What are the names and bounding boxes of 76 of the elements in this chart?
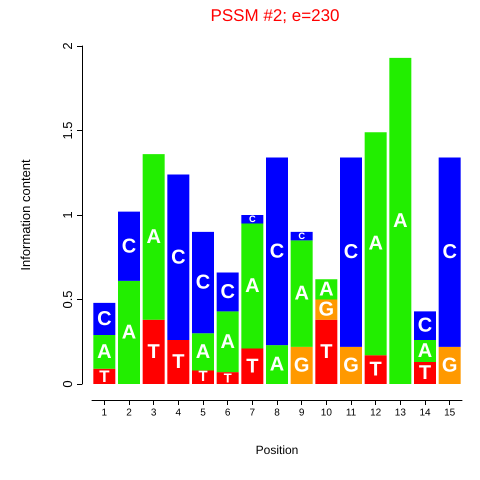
text: G xyxy=(294,354,310,376)
text: T xyxy=(246,355,258,378)
text: A xyxy=(122,321,136,344)
text: A xyxy=(294,282,309,305)
x-tick-label: 1 xyxy=(102,408,108,418)
text: A xyxy=(319,278,334,300)
text: T xyxy=(320,340,332,363)
text: T xyxy=(370,358,382,381)
y-tick-label: 2 xyxy=(60,42,75,50)
series-label: A xyxy=(418,340,432,362)
text: G xyxy=(442,354,458,376)
text: G xyxy=(343,354,359,376)
bar xyxy=(118,212,140,281)
x-tick-label: 2 xyxy=(126,408,132,418)
text: A xyxy=(146,226,161,248)
bar xyxy=(266,158,288,346)
text: T xyxy=(148,340,160,363)
bar xyxy=(167,340,190,384)
bar xyxy=(192,232,214,334)
text: A xyxy=(393,210,408,232)
bar xyxy=(389,58,412,384)
series-label: T xyxy=(418,362,432,384)
text: C xyxy=(122,235,136,258)
x-tick-label: 14 xyxy=(419,408,431,418)
text: T xyxy=(99,366,110,386)
text: C xyxy=(344,241,358,264)
x-axis-title: Position xyxy=(256,443,298,457)
x-tick-label: 3 xyxy=(150,408,157,418)
bar xyxy=(216,311,239,372)
bar xyxy=(241,223,264,349)
text: C xyxy=(196,272,210,294)
x-tick-label: 11 xyxy=(346,408,357,418)
bar xyxy=(142,154,165,320)
bar xyxy=(364,132,387,356)
x-tick-label: 5 xyxy=(200,408,206,418)
series-label: C xyxy=(248,214,256,224)
bar xyxy=(167,174,190,340)
x-tick-label: 9 xyxy=(298,408,305,418)
bar xyxy=(438,158,461,347)
text: T xyxy=(172,351,184,374)
x-tick-label: 4 xyxy=(176,408,182,418)
x-tick-label: 10 xyxy=(320,408,332,418)
text: A xyxy=(97,340,112,363)
text: T xyxy=(224,370,232,386)
text: A xyxy=(270,354,284,376)
x-tick-label: 15 xyxy=(444,408,456,418)
text: C xyxy=(418,314,432,337)
text: C xyxy=(442,241,457,264)
bar xyxy=(241,348,264,384)
bar xyxy=(290,240,313,347)
text: A xyxy=(220,330,235,353)
x-tick-label: 8 xyxy=(274,408,280,418)
text: C xyxy=(270,240,284,262)
text: C xyxy=(171,246,186,268)
text: T xyxy=(198,369,208,386)
y-tick-label: 1.5 xyxy=(60,121,75,140)
text: A xyxy=(245,274,260,297)
y-axis-title: Information content xyxy=(18,158,33,271)
bar xyxy=(118,280,140,384)
y-tick-label: 1 xyxy=(60,211,75,219)
text: C xyxy=(220,280,235,303)
y-tick-label: 0.5 xyxy=(60,290,75,309)
bar xyxy=(142,320,165,384)
text: A xyxy=(196,340,210,363)
x-tick-label: 13 xyxy=(394,408,406,418)
text: C xyxy=(97,308,112,330)
bar xyxy=(315,320,338,384)
chart-title: PSSM #2; e=230 xyxy=(210,6,340,25)
x-tick-label: 12 xyxy=(370,408,382,418)
text: A xyxy=(368,232,383,255)
x-tick-label: 6 xyxy=(224,408,231,418)
x-tick-label: 7 xyxy=(250,408,256,418)
text: C xyxy=(298,231,306,242)
y-tick-label: 0 xyxy=(60,380,75,388)
bar xyxy=(340,158,362,347)
series-label: G xyxy=(318,298,334,321)
